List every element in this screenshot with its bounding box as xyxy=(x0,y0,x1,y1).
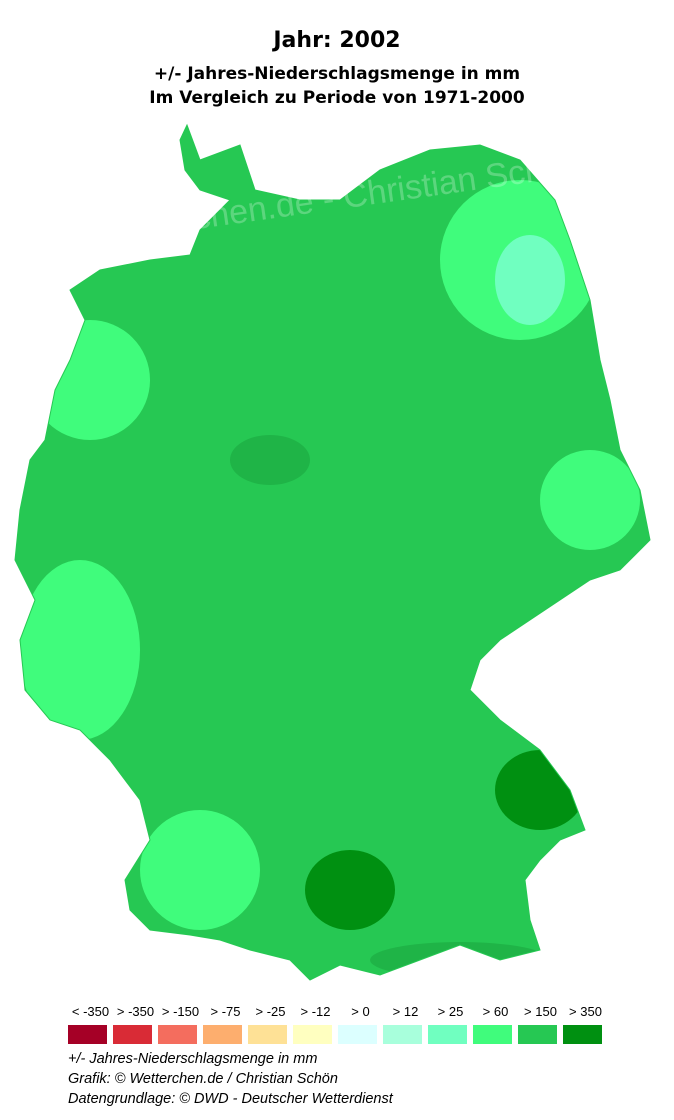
map-subtitle: +/- Jahres-Niederschlagsmenge in mm xyxy=(153,64,521,84)
map-title: Jahr: 2002 xyxy=(273,28,401,53)
legend-label: > 0 xyxy=(351,1004,370,1019)
legend-label: > 25 xyxy=(437,1004,464,1019)
legend-swatch xyxy=(563,1025,602,1044)
region-west-wetter xyxy=(20,560,140,740)
legend-swatches xyxy=(68,1025,608,1044)
legend-label: > 150 xyxy=(524,1004,557,1019)
legend-labels: < -350 > -350 > -150 > -75 > -25 > -12 >… xyxy=(68,1004,608,1019)
map-subtitle-period: Im Vergleich zu Periode von 1971-2000 xyxy=(149,88,525,108)
legend-label: > 350 xyxy=(569,1004,602,1019)
legend-label: > -350 xyxy=(116,1004,155,1019)
legend-swatch xyxy=(203,1025,242,1044)
region-harz-dark xyxy=(230,435,310,485)
legend-label: > -12 xyxy=(300,1004,331,1019)
legend-label: > 60 xyxy=(482,1004,509,1019)
legend-swatch xyxy=(113,1025,152,1044)
region-northeast-light xyxy=(495,235,565,325)
legend-swatch xyxy=(338,1025,377,1044)
legend-label: > -25 xyxy=(255,1004,286,1019)
footer-source: Datengrundlage: © DWD - Deutscher Wetter… xyxy=(68,1091,393,1107)
legend-swatch xyxy=(248,1025,287,1044)
region-southwest-wetter xyxy=(140,810,260,930)
legend-swatch xyxy=(518,1025,557,1044)
region-upper-bavaria-dark xyxy=(305,850,395,930)
region-bavarian-forest-dark xyxy=(495,750,585,830)
region-east-wetter xyxy=(540,450,640,550)
footer-credit: Grafik: © Wetterchen.de / Christian Schö… xyxy=(68,1071,338,1087)
legend-label: > -150 xyxy=(161,1004,200,1019)
legend-swatch xyxy=(383,1025,422,1044)
germany-precipitation-map: Wetterchen.de - Christian Schön xyxy=(14,124,651,981)
footer-unit: +/- Jahres-Niederschlagsmenge in mm xyxy=(68,1051,318,1067)
legend-swatch xyxy=(68,1025,107,1044)
legend-swatch xyxy=(293,1025,332,1044)
legend-swatch xyxy=(158,1025,197,1044)
legend-label: > -75 xyxy=(210,1004,241,1019)
legend-swatch xyxy=(428,1025,467,1044)
region-northwest-wetter xyxy=(30,320,150,440)
region-alps xyxy=(370,942,550,978)
legend-swatch xyxy=(473,1025,512,1044)
legend-label: > 12 xyxy=(392,1004,419,1019)
legend-label: < -350 xyxy=(71,1004,110,1019)
